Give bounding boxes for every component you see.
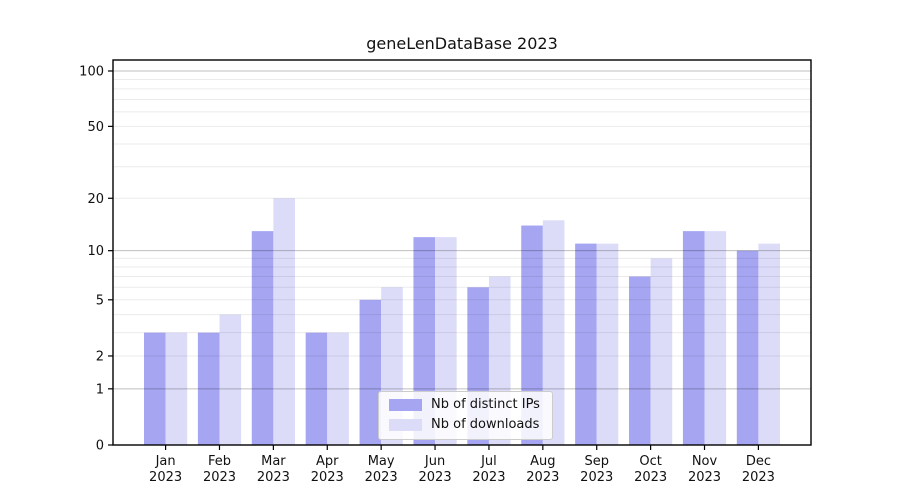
y-tick-label: 0: [96, 439, 104, 454]
x-tick-label-aug: Aug 2023: [526, 454, 559, 485]
bar-ips-oct: [629, 276, 651, 445]
bar-downloads-feb: [219, 314, 242, 445]
y-tick-label: 50: [87, 120, 104, 135]
x-tick-label-jun: Jun 2023: [419, 454, 452, 485]
x-tick-label-feb: Feb 2023: [203, 454, 236, 485]
bar-downloads-sep: [596, 243, 619, 445]
legend-row-downloads: Nb of downloads: [389, 417, 540, 433]
plot-frame: [112, 59, 812, 446]
bar-ips-dec: [736, 250, 759, 445]
legend-label-downloads: Nb of downloads: [431, 417, 540, 433]
bar-downloads-nov: [704, 231, 727, 445]
x-tick-label-nov: Nov 2023: [688, 454, 721, 485]
bar-ips-nov: [682, 231, 705, 445]
bar-downloads-apr: [327, 332, 349, 445]
bar-ips-may: [359, 299, 382, 445]
bar-ips-sep: [575, 243, 597, 445]
bar-downloads-mar: [273, 198, 295, 445]
bar-downloads-jan: [165, 332, 188, 445]
x-tick-label-apr: Apr 2023: [311, 454, 344, 485]
legend-swatch-downloads: [389, 419, 422, 432]
x-tick-label-oct: Oct 2023: [634, 454, 667, 485]
y-tick-label: 1: [96, 382, 104, 397]
bar-ips-aug: [521, 225, 543, 445]
x-tick-label-mar: Mar 2023: [257, 454, 290, 485]
bar-ips-jan: [144, 332, 166, 445]
x-tick-label-may: May 2023: [365, 454, 398, 485]
y-tick-label: 10: [87, 244, 104, 259]
bar-ips-feb: [197, 332, 220, 445]
x-tick-label-jul: Jul 2023: [472, 454, 505, 485]
chart-title: geneLenDataBase 2023: [366, 34, 558, 53]
bar-downloads-oct: [650, 258, 673, 445]
x-tick-label-dec: Dec 2023: [742, 454, 775, 485]
y-tick-label: 100: [79, 64, 104, 79]
bar-ips-apr: [305, 332, 328, 445]
y-tick-label: 2: [96, 349, 104, 364]
bar-downloads-dec: [758, 243, 780, 445]
y-tick-label: 5: [96, 293, 104, 308]
x-tick-label-jan: Jan 2023: [149, 454, 182, 485]
bar-ips-mar: [251, 231, 274, 445]
legend-label-distinct-ips: Nb of distinct IPs: [431, 397, 540, 412]
legend-row-distinct-ips: Nb of distinct IPs: [389, 397, 540, 413]
bar-downloads-aug: [542, 220, 565, 445]
legend-swatch-distinct-ips: [389, 399, 422, 412]
x-tick-label-sep: Sep 2023: [580, 454, 613, 485]
y-tick-label: 20: [87, 192, 104, 207]
legend: Nb of distinct IPs Nb of downloads: [378, 391, 553, 440]
